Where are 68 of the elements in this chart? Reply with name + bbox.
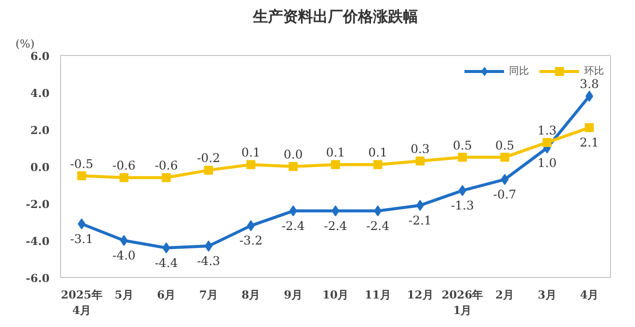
data-label: -0.5 [70, 156, 94, 171]
data-label: -1.3 [450, 198, 474, 213]
point [162, 173, 171, 182]
data-label: -4.3 [197, 254, 220, 268]
data-label: -4.0 [112, 248, 136, 262]
y-tick-label: 6.0 [30, 50, 50, 63]
data-label: 0.3 [410, 142, 430, 156]
point [120, 235, 128, 246]
point [500, 174, 509, 185]
y-tick-label: -6.0 [26, 272, 50, 285]
y-tick-label: -4.0 [26, 235, 50, 248]
data-label: -4.4 [154, 256, 178, 270]
y-tick-label: 4.0 [30, 87, 50, 100]
data-label: 1.3 [537, 123, 557, 138]
data-label: 0.1 [326, 146, 346, 160]
legend-label: 环比 [584, 64, 604, 78]
x-tick-label: 5月 [114, 288, 134, 302]
y-tick-label: 2.0 [30, 124, 50, 137]
point [246, 160, 256, 170]
y-tick-label: -2.0 [26, 198, 50, 211]
point [204, 166, 214, 175]
data-label: 0.1 [368, 146, 388, 160]
legend-label: 同比 [509, 64, 529, 78]
data-label: -0.6 [112, 158, 136, 173]
data-label: -2.4 [282, 218, 306, 233]
data-label: -0.7 [493, 187, 516, 202]
y-tick-label: 0.0 [30, 161, 50, 174]
data-label: -0.6 [154, 158, 178, 173]
point [331, 160, 340, 170]
data-label: -2.4 [366, 218, 390, 233]
point [416, 156, 425, 166]
point [162, 242, 170, 254]
data-label: 2.1 [580, 136, 599, 150]
point [289, 205, 298, 216]
x-tick-label: 6月 [156, 288, 176, 302]
point [288, 162, 298, 171]
x-tick-label: 12月 [406, 288, 434, 302]
x-tick-label: 2025年 4月 [60, 288, 102, 318]
x-tick-label: 2026年 1月 [442, 288, 484, 318]
point [458, 152, 467, 162]
data-label: 0.1 [241, 146, 260, 160]
x-tick-label: 2月 [495, 288, 514, 302]
data-label: 3.8 [580, 77, 599, 92]
y-axis-title: (%) [16, 38, 35, 50]
x-tick-label: 7月 [199, 288, 218, 302]
point [584, 123, 594, 132]
point [542, 138, 552, 147]
x-tick-label: 3月 [538, 288, 556, 302]
data-label: 0.0 [284, 148, 303, 162]
data-label: 0.5 [495, 138, 514, 152]
data-label: -2.4 [324, 218, 348, 233]
data-label: -3.2 [239, 234, 262, 248]
x-tick-label: 11月 [364, 288, 391, 302]
data-label: -0.2 [197, 151, 220, 166]
data-label: -3.1 [70, 232, 94, 246]
x-tick-label: 8月 [242, 288, 260, 302]
point [77, 171, 86, 180]
point [500, 152, 510, 162]
data-label: 1.0 [537, 156, 557, 170]
x-tick-label: 9月 [284, 288, 303, 302]
x-tick-label: 10月 [322, 288, 349, 302]
data-label: 0.5 [452, 138, 472, 152]
point [374, 205, 382, 216]
point [119, 173, 128, 182]
point [373, 160, 382, 170]
chart-title: 生产资料出厂价格涨跌幅 [252, 8, 418, 26]
data-label: -2.1 [408, 213, 432, 228]
x-tick-label: 4月 [580, 288, 599, 302]
